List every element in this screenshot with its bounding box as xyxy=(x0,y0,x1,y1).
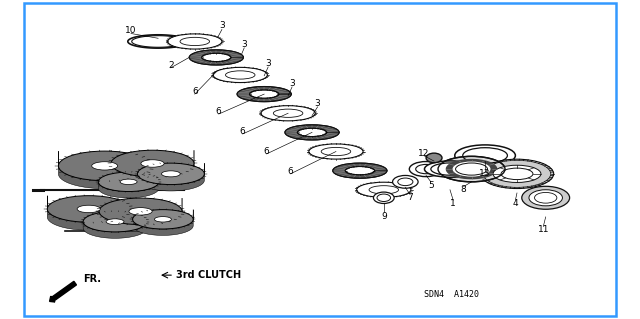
Ellipse shape xyxy=(424,161,476,177)
Text: 11: 11 xyxy=(538,225,549,234)
Text: 6: 6 xyxy=(192,87,198,96)
Ellipse shape xyxy=(456,163,488,175)
Ellipse shape xyxy=(261,106,316,121)
Text: 3: 3 xyxy=(315,99,321,108)
Ellipse shape xyxy=(373,192,394,204)
Ellipse shape xyxy=(529,190,563,206)
Ellipse shape xyxy=(410,161,443,177)
Ellipse shape xyxy=(455,145,515,166)
Ellipse shape xyxy=(225,71,255,79)
Ellipse shape xyxy=(453,162,490,176)
Ellipse shape xyxy=(106,219,124,225)
Ellipse shape xyxy=(83,211,147,232)
Ellipse shape xyxy=(141,160,164,167)
Ellipse shape xyxy=(138,163,204,185)
Ellipse shape xyxy=(161,171,180,177)
Ellipse shape xyxy=(92,162,118,170)
Polygon shape xyxy=(333,163,387,178)
Polygon shape xyxy=(237,86,291,102)
Text: 12: 12 xyxy=(418,149,429,158)
Ellipse shape xyxy=(534,192,557,203)
Ellipse shape xyxy=(99,198,182,225)
Text: 6: 6 xyxy=(216,107,221,116)
Text: 6: 6 xyxy=(240,127,246,136)
Ellipse shape xyxy=(273,109,303,117)
Text: 3: 3 xyxy=(266,59,271,68)
Polygon shape xyxy=(99,172,159,198)
Text: 3rd CLUTCH: 3rd CLUTCH xyxy=(177,270,241,280)
Polygon shape xyxy=(447,160,497,179)
Ellipse shape xyxy=(438,156,505,182)
Text: 5: 5 xyxy=(428,181,434,189)
Ellipse shape xyxy=(180,37,209,46)
Text: 13: 13 xyxy=(479,169,491,178)
Ellipse shape xyxy=(47,196,130,222)
Ellipse shape xyxy=(356,182,411,197)
FancyArrow shape xyxy=(49,281,76,302)
Text: 6: 6 xyxy=(287,167,293,176)
Ellipse shape xyxy=(213,67,268,83)
Text: 3: 3 xyxy=(241,40,247,49)
Ellipse shape xyxy=(426,153,442,163)
Text: 2: 2 xyxy=(168,61,173,70)
Ellipse shape xyxy=(132,210,193,229)
Text: FR.: FR. xyxy=(83,274,101,284)
Text: 10: 10 xyxy=(125,26,137,35)
Ellipse shape xyxy=(58,151,151,181)
Ellipse shape xyxy=(99,172,159,191)
Polygon shape xyxy=(83,211,147,238)
Polygon shape xyxy=(138,163,204,191)
Polygon shape xyxy=(189,50,243,65)
Polygon shape xyxy=(285,125,339,140)
Text: 9: 9 xyxy=(381,212,387,221)
Ellipse shape xyxy=(168,34,222,49)
Text: 8: 8 xyxy=(461,185,467,194)
Ellipse shape xyxy=(501,168,533,180)
Text: 3: 3 xyxy=(219,21,225,30)
Polygon shape xyxy=(111,150,194,184)
Text: 4: 4 xyxy=(513,199,518,208)
Text: 3: 3 xyxy=(289,79,295,88)
Ellipse shape xyxy=(309,144,363,159)
Ellipse shape xyxy=(120,179,137,185)
Ellipse shape xyxy=(493,165,541,182)
Text: 1: 1 xyxy=(451,199,456,208)
Ellipse shape xyxy=(77,205,100,213)
Ellipse shape xyxy=(480,159,554,189)
Polygon shape xyxy=(99,198,182,232)
Ellipse shape xyxy=(369,186,399,194)
Ellipse shape xyxy=(392,175,418,188)
Text: 7: 7 xyxy=(407,193,413,202)
Ellipse shape xyxy=(321,147,351,156)
Polygon shape xyxy=(47,196,130,230)
Polygon shape xyxy=(58,151,151,189)
Ellipse shape xyxy=(111,150,194,177)
Text: 6: 6 xyxy=(264,147,269,156)
Ellipse shape xyxy=(129,208,152,215)
Ellipse shape xyxy=(154,217,172,222)
Ellipse shape xyxy=(522,186,570,209)
Text: SDN4  A1420: SDN4 A1420 xyxy=(424,290,479,299)
Polygon shape xyxy=(132,210,193,235)
